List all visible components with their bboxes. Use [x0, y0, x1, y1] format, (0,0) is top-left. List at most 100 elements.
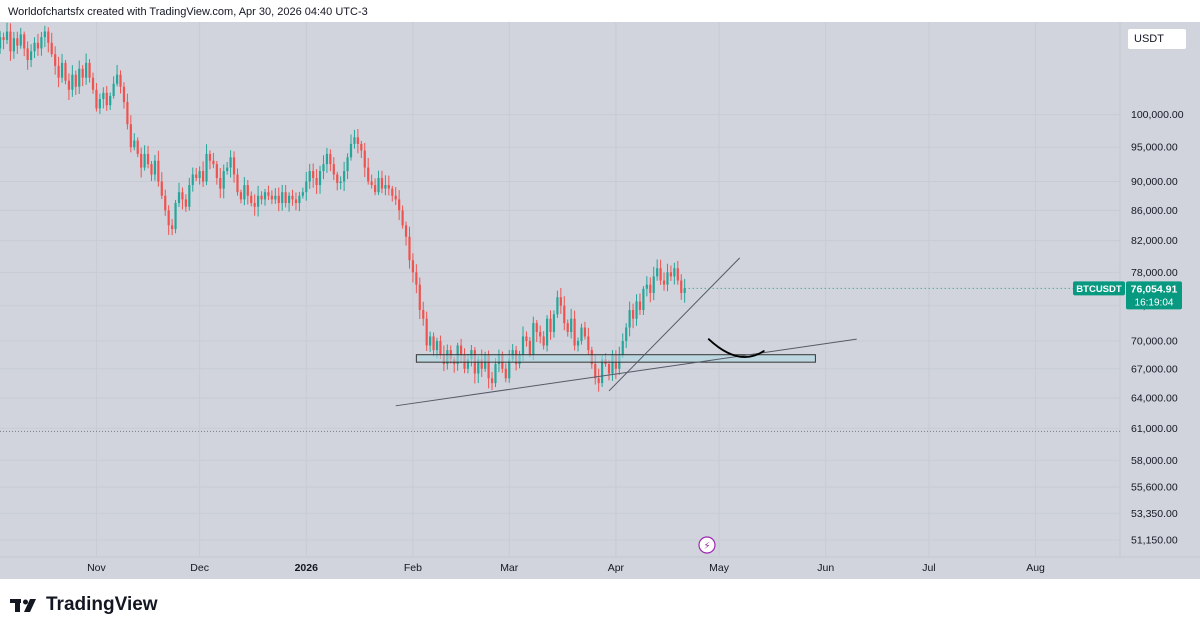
candle [329, 149, 332, 172]
candle-body [270, 195, 273, 200]
candle [401, 205, 404, 229]
currency-button[interactable]: USDT [1127, 28, 1187, 50]
candle [263, 188, 267, 206]
candle-body [129, 124, 132, 148]
candle [246, 180, 249, 205]
candle-body [628, 310, 631, 328]
candle-body [226, 167, 229, 172]
candle [212, 152, 215, 169]
lightning-icon: ⚡ [703, 541, 710, 552]
candle [174, 199, 177, 234]
price-tick-label: 90,000.00 [1131, 176, 1178, 188]
candle [418, 277, 421, 320]
drawings[interactable] [395, 257, 1120, 407]
candle-body [683, 288, 686, 293]
candle [315, 169, 318, 195]
tradingview-brand-text: TradingView [46, 594, 158, 615]
price-tick-label: 86,000.00 [1131, 205, 1178, 217]
candle-body [188, 185, 191, 207]
candle-body [532, 323, 535, 355]
candle-body [136, 140, 139, 154]
candle-body [638, 301, 642, 311]
candle-body [607, 364, 611, 374]
candle [201, 161, 205, 187]
candle-body [559, 297, 562, 306]
candle-body [432, 336, 435, 351]
candle-body [212, 160, 215, 165]
price-tick-label: 58,000.00 [1131, 455, 1178, 467]
candle [542, 331, 545, 350]
candle-body [576, 340, 580, 346]
candle [404, 221, 408, 246]
candle [177, 182, 181, 207]
candle [308, 163, 311, 189]
candle-body [105, 92, 108, 106]
candle [205, 144, 208, 186]
candle [188, 177, 191, 211]
price-tick-label: 61,000.00 [1131, 423, 1178, 435]
candle-body [246, 185, 249, 196]
candle [583, 321, 587, 340]
candle-body [635, 301, 638, 319]
price-tick-label: 55,600.00 [1131, 482, 1178, 494]
candle [284, 185, 287, 208]
candle [36, 33, 40, 56]
price-tick-label: 51,150.00 [1131, 535, 1178, 547]
candle [532, 316, 535, 361]
candle-body [346, 157, 349, 172]
candle-body [339, 181, 342, 183]
long-rising-trendline[interactable] [395, 338, 857, 407]
candle [356, 129, 359, 154]
candle-body [597, 378, 600, 384]
candle-body [243, 185, 246, 200]
candle [528, 337, 531, 358]
candle [597, 368, 600, 392]
projection-curve-drawing[interactable] [707, 338, 765, 358]
candle-body [78, 68, 81, 87]
event-marker-circle[interactable] [698, 536, 716, 554]
candle-body [112, 83, 115, 96]
candle-body [642, 288, 645, 311]
candle [57, 56, 60, 88]
candle [74, 70, 77, 95]
candle-body [631, 310, 635, 319]
candle-body [556, 297, 559, 315]
candle-body [425, 318, 428, 346]
candle-body [2, 37, 5, 40]
candle [549, 310, 552, 340]
candle-body [281, 192, 284, 204]
candle-body [487, 354, 490, 379]
candle [339, 176, 342, 190]
candle [490, 371, 494, 391]
candle [387, 175, 390, 196]
candle-body [521, 336, 525, 355]
candle-body [215, 164, 218, 179]
candle [146, 145, 150, 169]
candle-body [363, 150, 366, 168]
candle [429, 331, 432, 352]
event-marker[interactable]: ⚡ [698, 536, 716, 554]
time-axis[interactable]: Nov Dec 2026 Feb Mar Apr May Jun Jul Aug [87, 562, 1045, 574]
candle-body [19, 34, 22, 46]
candle [150, 160, 153, 182]
candle [243, 177, 246, 206]
tradingview-logo[interactable]: TradingView [10, 594, 158, 616]
candle [112, 76, 115, 99]
candle [669, 265, 673, 281]
candle-body [525, 336, 528, 341]
time-tick-label: Jul [922, 562, 935, 574]
candle [253, 194, 256, 216]
candle-body [659, 268, 662, 281]
candle [222, 164, 225, 199]
candle [576, 337, 580, 352]
candle-body [95, 89, 98, 109]
candle-body [573, 318, 576, 346]
candle-body [329, 153, 332, 165]
candle [250, 191, 253, 207]
candle [398, 190, 401, 221]
support-zone-rectangle[interactable] [415, 354, 816, 363]
short-rising-trendline[interactable] [608, 257, 741, 392]
candle-body [528, 340, 531, 355]
candle-body [325, 153, 329, 165]
